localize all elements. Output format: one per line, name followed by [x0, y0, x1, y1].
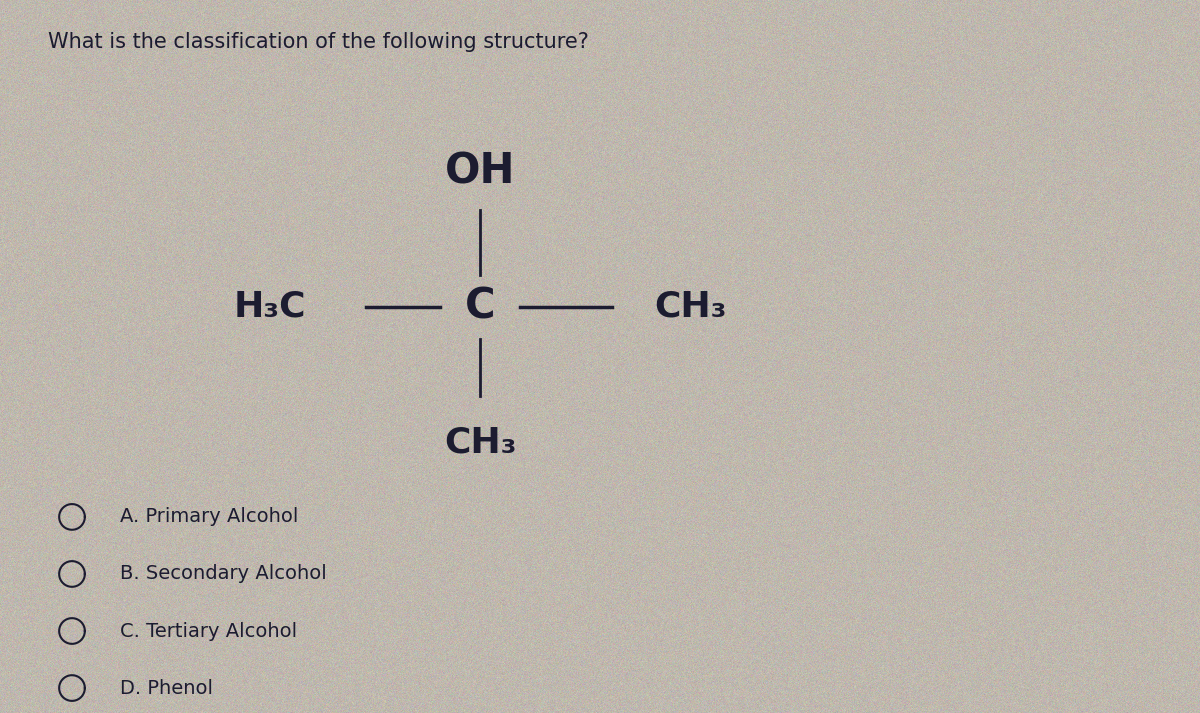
Text: H₃C: H₃C	[234, 289, 306, 324]
Text: OH: OH	[445, 150, 515, 192]
Text: C. Tertiary Alcohol: C. Tertiary Alcohol	[120, 622, 298, 640]
Text: A. Primary Alcohol: A. Primary Alcohol	[120, 508, 299, 526]
Text: What is the classification of the following structure?: What is the classification of the follow…	[48, 32, 589, 52]
Text: B. Secondary Alcohol: B. Secondary Alcohol	[120, 565, 326, 583]
Text: D. Phenol: D. Phenol	[120, 679, 214, 697]
Text: CH₃: CH₃	[444, 425, 516, 459]
Text: CH₃: CH₃	[654, 289, 726, 324]
Text: C: C	[464, 286, 496, 327]
